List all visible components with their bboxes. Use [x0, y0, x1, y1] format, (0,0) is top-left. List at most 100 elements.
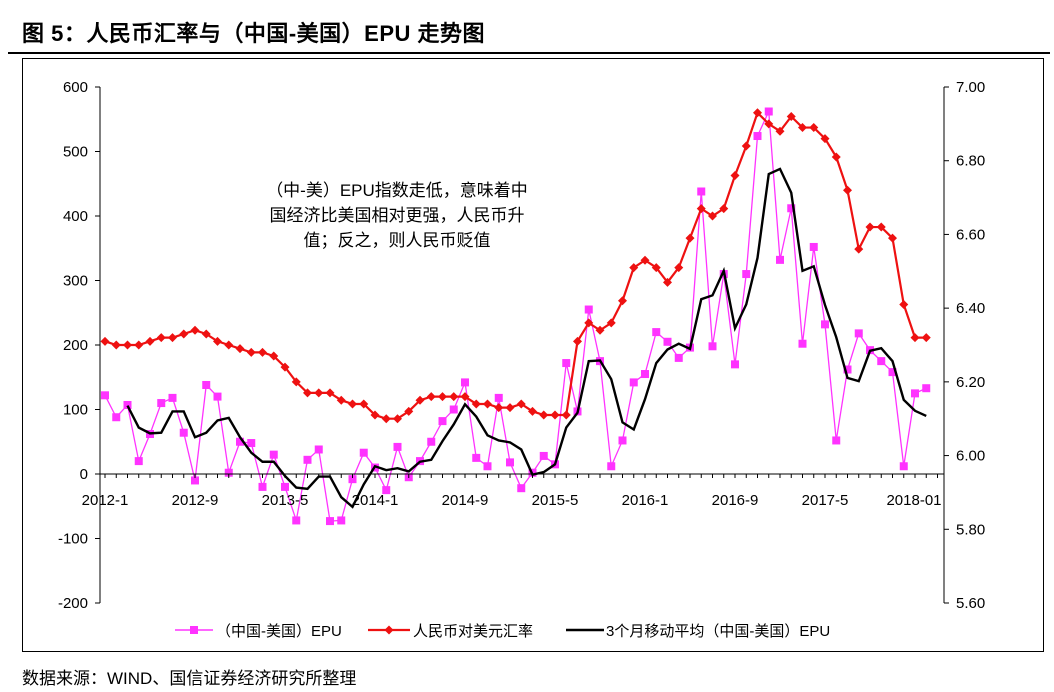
epu-point	[112, 413, 121, 422]
epu-point	[753, 132, 762, 141]
fx-point	[516, 399, 526, 409]
series-layer	[100, 107, 931, 526]
epu-point	[674, 353, 683, 362]
epu-point	[483, 462, 492, 471]
fx-point	[775, 126, 785, 136]
fx-point	[134, 340, 144, 350]
series-epu-line	[104, 108, 927, 524]
x-tick-label: 2013-5	[262, 492, 309, 509]
y-right-tick-label: 6.00	[956, 448, 985, 465]
epu-point	[157, 399, 166, 408]
fx-point	[595, 325, 605, 335]
epu-point	[494, 393, 503, 402]
fx-point	[528, 406, 537, 416]
fx-point	[741, 141, 751, 151]
epu-point	[472, 453, 481, 462]
fx-point	[674, 263, 684, 273]
legend-epu-label: （中国-美国）EPU	[216, 623, 342, 640]
fx-point	[123, 340, 132, 350]
fx-point	[235, 344, 245, 354]
epu-point	[449, 405, 458, 414]
epu-point	[652, 328, 661, 337]
fx-point	[696, 204, 706, 214]
fx-point	[190, 325, 200, 335]
epu-point	[168, 393, 177, 402]
y-left-tick-label: 300	[63, 273, 88, 290]
annotation: （中-美）EPU指数走低，意味着中国经济比美国相对更强，人民币升值；反之，则人民…	[266, 181, 528, 250]
chart-frame	[22, 58, 1044, 652]
fx-point	[156, 333, 166, 343]
x-tick-label: 2014-1	[352, 492, 399, 509]
epu-point	[236, 437, 244, 446]
annotation-line: 值；反之，则人民币贬值	[304, 231, 491, 250]
fx-point	[573, 336, 582, 346]
epu-point	[731, 360, 739, 369]
fx-point	[303, 388, 312, 398]
epu-point	[899, 462, 908, 471]
epu-point	[326, 517, 334, 526]
fx-point	[831, 152, 841, 162]
fx-point	[438, 392, 447, 402]
fx-point	[415, 395, 425, 405]
epu-point	[618, 436, 627, 445]
fx-point	[719, 204, 729, 214]
series-ma-line	[126, 167, 927, 509]
epu-point	[461, 378, 469, 387]
fx-point	[651, 263, 661, 273]
legend: （中国-美国）EPU 人民币对美元汇率 3个月移动平均（中国-美国）EPU	[175, 623, 830, 640]
fx-point	[168, 333, 177, 343]
epu-point	[742, 270, 751, 279]
epu-point	[517, 484, 526, 493]
epu-point	[607, 462, 616, 471]
fx-point	[753, 108, 762, 118]
fx-point	[730, 170, 740, 180]
fx-point	[494, 403, 504, 413]
epu-point	[393, 442, 402, 451]
fx-point	[876, 222, 886, 232]
y-left-tick-label: 100	[63, 402, 88, 419]
fx-point	[291, 377, 301, 387]
epu-point	[877, 357, 886, 366]
epu-point	[123, 400, 132, 409]
fx-point	[100, 336, 110, 346]
epu-point	[213, 392, 222, 401]
fx-point	[539, 410, 549, 420]
epu-point	[101, 391, 109, 400]
x-tick-label: 2016-9	[712, 492, 759, 509]
fx-point	[224, 340, 234, 350]
fx-point	[314, 388, 324, 398]
epu-point	[506, 458, 514, 467]
legend-fx-marker	[384, 625, 394, 635]
series-fx-line	[104, 110, 927, 420]
annotation-line: 国经济比美国相对更强，人民币升	[270, 206, 525, 225]
fx-point	[393, 414, 402, 424]
fx-point	[640, 255, 650, 265]
epu-point	[337, 516, 346, 525]
epu-point	[438, 417, 447, 426]
figure-title: 图 5：人民币汇率与（中国-美国）EPU 走势图	[22, 21, 486, 46]
axes: 600 500 400 300 200 100 0 -100 -200 7.00 6.80 6.60 6…	[58, 79, 985, 612]
fx-point	[370, 410, 380, 420]
epu-point	[821, 320, 829, 329]
fx-point	[798, 123, 807, 133]
fx-point	[359, 399, 369, 409]
fx-point	[449, 392, 459, 402]
fx-point	[426, 392, 436, 402]
fx-point	[280, 362, 290, 372]
fx-point	[550, 410, 560, 420]
fx-point	[786, 111, 796, 121]
y-left-tick-label: 200	[63, 337, 88, 354]
x-tick-label: 2017-5	[802, 492, 849, 509]
fx-point	[179, 329, 189, 339]
x-tick-label: 2014-9	[442, 492, 489, 509]
epu-point	[202, 380, 211, 389]
epu-point	[854, 329, 863, 338]
y-left-tick-label: 400	[63, 208, 88, 225]
epu-point	[562, 359, 571, 368]
epu-point	[382, 486, 391, 495]
epu-point	[427, 437, 436, 446]
fx-point	[505, 403, 515, 413]
legend-fx-label: 人民币对美元汇率	[413, 623, 533, 640]
epu-point	[787, 204, 796, 213]
y-left-tick-label: 600	[63, 79, 88, 96]
